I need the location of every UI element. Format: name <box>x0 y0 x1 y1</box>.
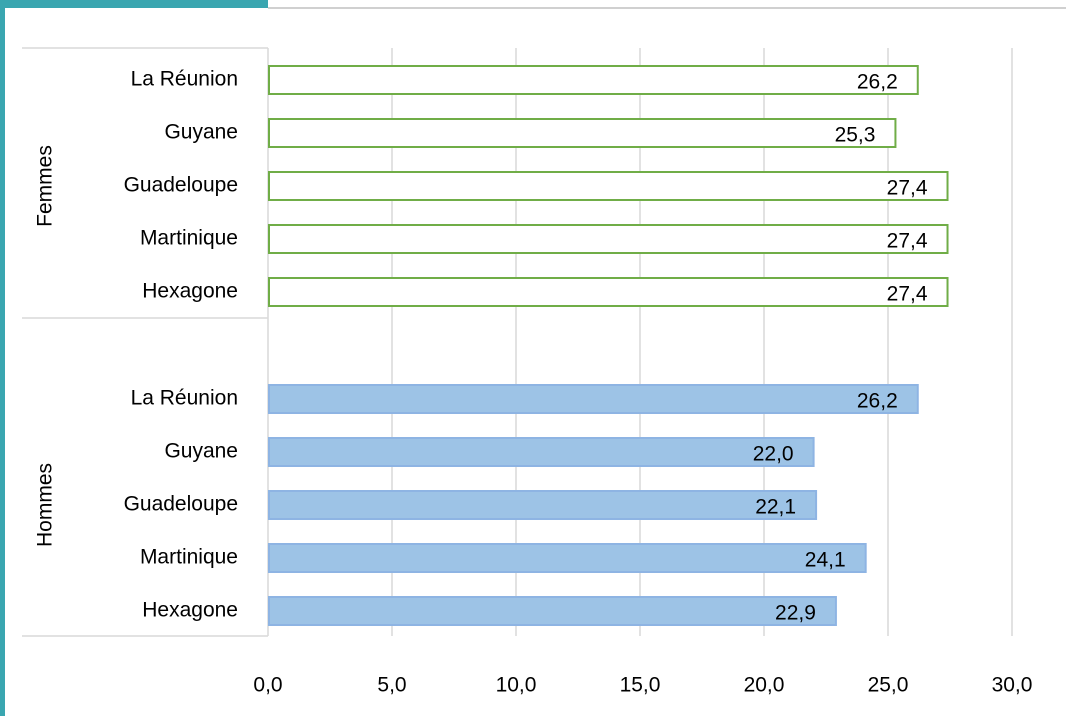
bar <box>268 277 949 307</box>
bar <box>268 224 949 254</box>
x-tick-label: 10,0 <box>496 674 537 697</box>
header-accent <box>0 0 268 8</box>
bar <box>268 384 919 414</box>
value-label: 22,1 <box>755 496 796 519</box>
x-tick-label: 5,0 <box>377 674 406 697</box>
y-tick-label: Guyane <box>164 121 238 144</box>
y-tick-label: Martinique <box>140 227 238 250</box>
value-label: 27,4 <box>887 283 928 306</box>
value-label: 27,4 <box>887 230 928 253</box>
bar <box>268 543 867 573</box>
value-label: 22,0 <box>753 443 794 466</box>
group-label: Femmes <box>34 145 57 227</box>
y-tick-label: Hexagone <box>142 280 238 303</box>
x-tick-label: 20,0 <box>744 674 785 697</box>
value-label: 22,9 <box>775 602 816 625</box>
y-tick-label: Guadeloupe <box>124 174 238 197</box>
side-accent <box>0 0 5 716</box>
y-tick-label: La Réunion <box>131 68 238 91</box>
value-label: 27,4 <box>887 177 928 200</box>
y-tick-label: Guyane <box>164 440 238 463</box>
y-tick-label: Martinique <box>140 546 238 569</box>
x-tick-label: 15,0 <box>620 674 661 697</box>
bar <box>268 437 815 467</box>
x-tick-label: 25,0 <box>868 674 909 697</box>
bar <box>268 490 818 520</box>
value-label: 24,1 <box>805 549 846 572</box>
y-tick-label: Hexagone <box>142 599 238 622</box>
value-label: 26,2 <box>857 71 898 94</box>
x-tick-label: 30,0 <box>992 674 1033 697</box>
value-label: 25,3 <box>835 124 876 147</box>
bar <box>268 596 837 626</box>
y-tick-label: La Réunion <box>131 387 238 410</box>
bar <box>268 118 897 148</box>
bar <box>268 171 949 201</box>
value-label: 26,2 <box>857 390 898 413</box>
y-tick-label: Guadeloupe <box>124 493 238 516</box>
bar <box>268 65 919 95</box>
x-tick-label: 0,0 <box>253 674 282 697</box>
group-label: Hommes <box>34 463 57 547</box>
